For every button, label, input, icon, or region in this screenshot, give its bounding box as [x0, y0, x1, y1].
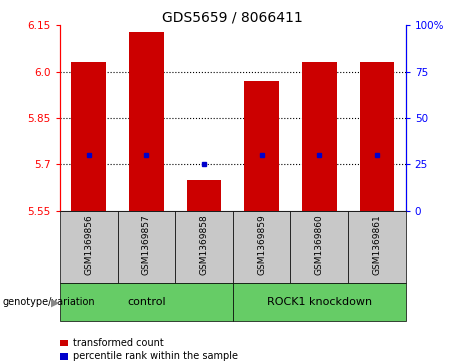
- Text: ROCK1 knockdown: ROCK1 knockdown: [266, 297, 372, 307]
- Text: GSM1369857: GSM1369857: [142, 215, 151, 276]
- Bar: [360, 62, 394, 211]
- Text: percentile rank within the sample: percentile rank within the sample: [73, 351, 238, 362]
- Text: GSM1369858: GSM1369858: [200, 215, 208, 276]
- Text: GSM1369861: GSM1369861: [372, 215, 381, 276]
- Text: GSM1369860: GSM1369860: [315, 215, 324, 276]
- Title: GDS5659 / 8066411: GDS5659 / 8066411: [162, 10, 303, 24]
- Bar: [71, 62, 106, 211]
- Text: GSM1369856: GSM1369856: [84, 215, 93, 276]
- Text: control: control: [127, 297, 165, 307]
- Bar: [129, 32, 164, 211]
- Bar: [244, 81, 279, 211]
- Bar: [302, 62, 337, 211]
- Text: genotype/variation: genotype/variation: [2, 297, 95, 307]
- Text: transformed count: transformed count: [73, 338, 164, 348]
- Text: GSM1369859: GSM1369859: [257, 215, 266, 276]
- Text: ▶: ▶: [51, 297, 59, 307]
- Bar: [187, 180, 221, 211]
